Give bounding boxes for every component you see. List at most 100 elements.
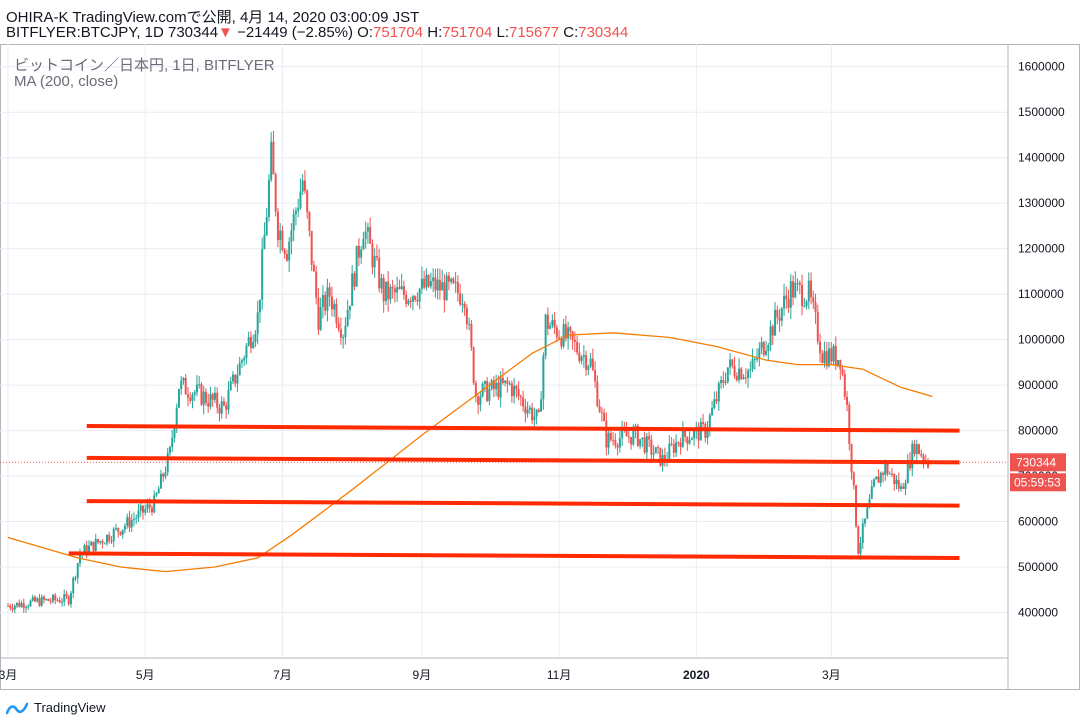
candle <box>461 293 464 313</box>
tradingview-logo[interactable]: TradingView <box>6 700 106 715</box>
candle-body <box>870 486 873 499</box>
candle-body <box>729 359 732 368</box>
candle <box>366 222 369 244</box>
candle-body <box>117 527 120 532</box>
candle-body <box>249 337 252 348</box>
candle-body <box>677 442 680 444</box>
candle-body <box>110 540 113 542</box>
candle <box>778 308 781 332</box>
candle-body <box>699 422 702 441</box>
candle-body <box>384 281 387 302</box>
candle <box>234 374 237 388</box>
candle <box>589 352 592 369</box>
candle-body <box>513 385 516 397</box>
candle <box>51 593 54 604</box>
candle <box>171 429 174 453</box>
candle <box>587 364 590 376</box>
chart-area[interactable]: 1600000 1500000 1400000 1300000 1200000 11000… <box>0 44 1080 690</box>
candle <box>288 237 291 272</box>
candle-body <box>135 518 138 520</box>
candle <box>182 376 185 385</box>
candle <box>681 421 684 448</box>
candle-body <box>285 253 288 261</box>
candle-body <box>922 455 925 461</box>
candle-body <box>441 282 444 291</box>
candle <box>166 447 169 476</box>
candle-body <box>362 238 365 250</box>
candle <box>202 385 205 415</box>
candle <box>186 387 189 407</box>
candle-body <box>564 324 567 339</box>
candle-body <box>36 598 39 602</box>
candle-body <box>621 428 624 439</box>
candle-body <box>814 302 817 313</box>
support-lines[interactable] <box>68 424 960 560</box>
candle-body <box>690 438 693 441</box>
candle <box>832 343 835 365</box>
candle <box>441 269 444 291</box>
candle-body <box>333 303 336 310</box>
candle-body <box>7 605 9 607</box>
candle-body <box>96 539 99 543</box>
candle-body <box>807 280 810 302</box>
candle <box>618 430 621 453</box>
candle <box>213 386 216 404</box>
candle-body <box>792 281 795 298</box>
candle-body <box>823 351 826 363</box>
candle-body <box>616 445 619 448</box>
candle <box>474 380 477 403</box>
candle-body <box>63 594 66 602</box>
candle <box>848 401 851 451</box>
candle-body <box>414 296 417 300</box>
candle-body <box>742 377 745 379</box>
candle <box>549 322 552 330</box>
candle <box>261 237 264 310</box>
candle-body <box>306 190 309 213</box>
candle-body <box>722 380 725 383</box>
candle <box>139 501 142 517</box>
candle <box>771 324 774 345</box>
candle-body <box>423 278 426 288</box>
candle <box>738 358 741 384</box>
time-tick-label: 3月 <box>0 668 17 682</box>
high-value: 751704 <box>442 24 493 41</box>
candle-body <box>735 375 738 381</box>
candle-body <box>805 301 808 307</box>
candle <box>882 471 885 483</box>
candle <box>7 603 9 607</box>
candle <box>90 540 93 546</box>
candle <box>801 274 804 316</box>
candle-body <box>760 342 763 349</box>
candle-body <box>103 543 106 545</box>
price-labels: 730344 05:59:53 <box>0 453 1066 492</box>
candle-body <box>771 326 774 336</box>
candle-body <box>380 278 383 289</box>
candle <box>409 297 412 309</box>
candle-body <box>506 380 509 384</box>
publish-info: OHIRA-K TradingView.comで公開, 4月 14, 2020 … <box>6 9 420 26</box>
candle <box>67 594 70 606</box>
legend-ma: MA (200, close) <box>14 73 119 90</box>
candle <box>726 367 729 384</box>
candle <box>434 269 437 298</box>
candle-body <box>452 278 455 283</box>
candle-body <box>409 300 412 302</box>
candle-body <box>171 437 174 448</box>
price-tick-label: 1600000 <box>1018 60 1065 74</box>
time-axis[interactable]: 3月 5月 7月 9月 11月 2020 3月 <box>0 657 1008 682</box>
candlestick-chart[interactable]: 1600000 1500000 1400000 1300000 1200000 11000… <box>0 44 1080 690</box>
candle <box>285 249 288 262</box>
candle <box>711 400 714 417</box>
candle-body <box>670 443 673 445</box>
candle-body <box>582 355 585 357</box>
candle <box>443 274 446 313</box>
candle <box>380 273 383 294</box>
candle <box>391 279 394 299</box>
candle-body <box>888 473 891 475</box>
candle <box>9 603 12 611</box>
price-tick-label: 1000000 <box>1018 333 1065 347</box>
symbol-info: BITFLYER:BTCJPY, 1D 730344 <box>6 24 219 41</box>
candle <box>121 529 124 539</box>
candle-body <box>292 213 295 231</box>
candle-body <box>42 596 45 600</box>
